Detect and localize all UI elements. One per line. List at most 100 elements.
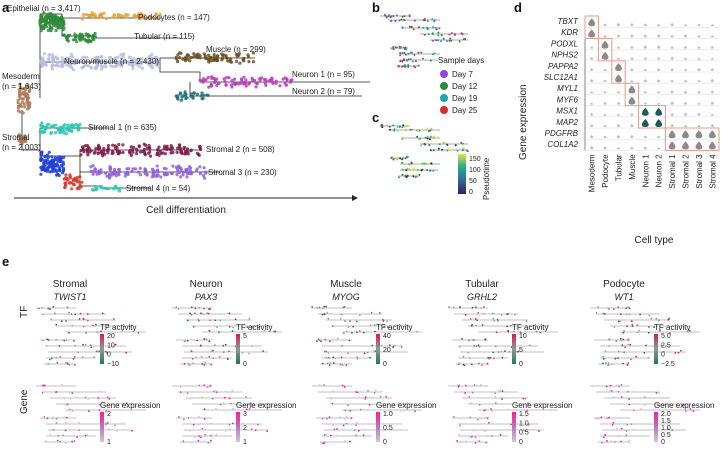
- cell-point: [473, 345, 476, 347]
- cell-point: [107, 324, 110, 327]
- violin: [601, 40, 609, 49]
- cell-point: [96, 151, 100, 155]
- cell-point: [93, 31, 97, 36]
- cell-point: [497, 320, 500, 323]
- cell-point: [606, 440, 608, 442]
- cell-point: [154, 63, 158, 67]
- cell-point: [179, 175, 183, 179]
- cell-point: [534, 428, 536, 431]
- cell-point: [102, 149, 106, 153]
- cell-point: [636, 324, 639, 326]
- cell-point: [625, 430, 628, 432]
- panel-a-trajectory-tree: Epithelial (n = 3,417) Podocytes (n = 14…: [2, 4, 370, 216]
- cell-point: [144, 168, 148, 172]
- mini-point: [392, 48, 395, 51]
- cell-point: [458, 362, 461, 365]
- cell-point: [647, 357, 650, 359]
- cell-point: [157, 145, 161, 149]
- cell-point: [156, 60, 160, 64]
- mini-point: [407, 66, 410, 69]
- mini-point: [401, 136, 404, 139]
- violin: [697, 90, 701, 94]
- cell-point: [399, 324, 402, 327]
- cell-point: [490, 408, 492, 410]
- cell-point: [260, 76, 264, 80]
- cell-point: [41, 339, 44, 342]
- cell-point: [85, 39, 89, 43]
- cell-point: [64, 429, 67, 432]
- cell-point: [478, 346, 481, 348]
- cell-point: [97, 397, 100, 399]
- cell-point: [45, 345, 48, 347]
- mini-point: [399, 174, 402, 177]
- cell-point: [326, 362, 329, 365]
- mini-point: [448, 33, 451, 36]
- cell-point: [199, 94, 203, 98]
- cell-point: [602, 312, 605, 315]
- highlight-box: [624, 82, 640, 107]
- cell-point: [131, 150, 135, 154]
- cell-point: [176, 59, 180, 64]
- cell-point: [636, 331, 639, 334]
- cell-point: [47, 150, 51, 154]
- cell-point: [224, 83, 228, 87]
- mini-point: [404, 157, 407, 160]
- cell-point: [459, 424, 461, 427]
- cell-point: [79, 148, 83, 153]
- mini-point: [434, 26, 437, 29]
- cell-point: [106, 187, 111, 191]
- mini-point: [458, 40, 461, 43]
- cell-point: [195, 356, 198, 359]
- panel-label-d: d: [514, 0, 522, 15]
- violin: [670, 46, 674, 49]
- cell-point: [506, 408, 509, 410]
- mini-point: [446, 143, 449, 146]
- cell-point: [72, 182, 76, 186]
- cell-point: [26, 85, 30, 89]
- cell-point: [550, 409, 552, 411]
- cell-point: [495, 331, 498, 334]
- cell-point: [64, 132, 69, 136]
- cell-point: [82, 343, 84, 346]
- label-stromal: Stromal: [2, 133, 30, 142]
- cell-point: [99, 186, 104, 190]
- cell-point: [461, 337, 463, 340]
- cell-point: [369, 324, 372, 326]
- cell-point: [129, 145, 133, 149]
- cell-point: [356, 356, 359, 358]
- cell-point: [52, 23, 56, 27]
- gene-label: KDR: [561, 28, 578, 37]
- cluster-neuron1: [198, 75, 294, 89]
- panel-label-e: e: [2, 254, 9, 269]
- cell-point: [102, 146, 106, 151]
- cell-point: [518, 423, 521, 426]
- violin: [643, 68, 647, 71]
- cell-point: [627, 362, 630, 364]
- cell-point: [644, 404, 646, 407]
- panel-b-sample-days: Sample days Day 7 Day 12 Day 19 Day 25: [380, 13, 484, 115]
- cell-point: [200, 91, 204, 95]
- mini-point: [385, 16, 388, 19]
- cell-point: [89, 169, 93, 173]
- cell-point: [489, 356, 492, 359]
- violin: [617, 147, 620, 150]
- mini-point: [398, 125, 401, 128]
- cell-point: [192, 362, 195, 365]
- cell-point: [329, 361, 332, 364]
- cell-point: [56, 172, 60, 176]
- cell-point: [364, 396, 367, 399]
- cell-point: [70, 55, 74, 59]
- cell-point: [620, 440, 622, 443]
- cell-point: [538, 430, 540, 433]
- cell-point: [65, 404, 68, 407]
- cell-point: [198, 319, 200, 322]
- mini-point: [405, 169, 408, 172]
- cluster-epithelial: [38, 11, 66, 33]
- cell-point: [532, 429, 535, 431]
- cell-point: [642, 397, 644, 400]
- cell-point: [320, 340, 322, 343]
- cell-point: [152, 174, 156, 178]
- cell-point: [43, 384, 45, 387]
- violin: [617, 57, 620, 60]
- cell-point: [622, 331, 625, 334]
